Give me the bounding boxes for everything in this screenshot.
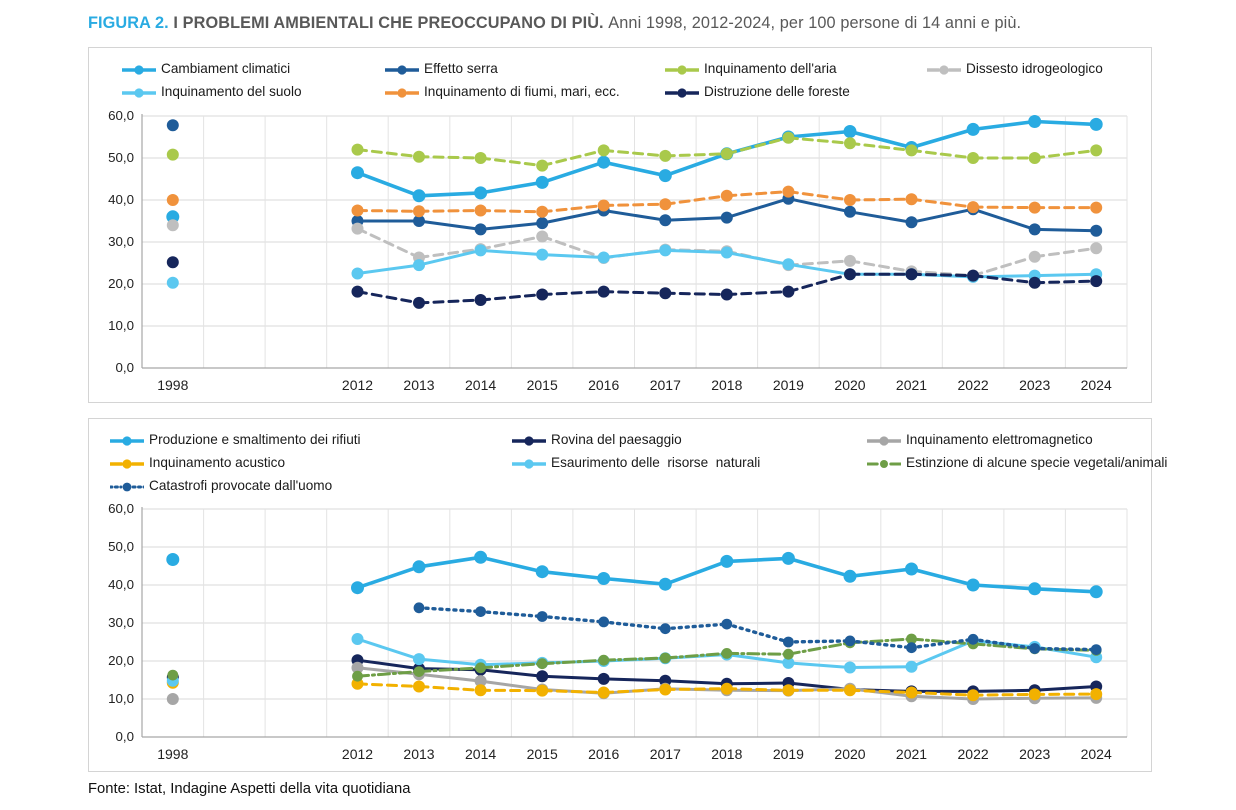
svg-text:2015: 2015 (527, 746, 558, 762)
svg-text:40,0: 40,0 (108, 577, 134, 592)
svg-text:2022: 2022 (958, 746, 989, 762)
svg-text:2019: 2019 (773, 377, 804, 393)
svg-text:2020: 2020 (834, 377, 865, 393)
svg-text:2013: 2013 (403, 746, 434, 762)
svg-text:2019: 2019 (773, 746, 804, 762)
svg-text:2015: 2015 (527, 377, 558, 393)
svg-text:2020: 2020 (834, 746, 865, 762)
svg-text:0,0: 0,0 (116, 729, 135, 744)
svg-text:2016: 2016 (588, 746, 619, 762)
svg-text:30,0: 30,0 (108, 234, 134, 249)
svg-text:2016: 2016 (588, 377, 619, 393)
svg-text:30,0: 30,0 (108, 615, 134, 630)
svg-text:10,0: 10,0 (108, 318, 134, 333)
svg-text:2022: 2022 (958, 377, 989, 393)
svg-text:2018: 2018 (711, 377, 742, 393)
svg-text:2012: 2012 (342, 746, 373, 762)
svg-text:60,0: 60,0 (108, 108, 134, 123)
svg-text:2023: 2023 (1019, 746, 1050, 762)
svg-text:2017: 2017 (650, 377, 681, 393)
svg-text:1998: 1998 (157, 746, 188, 762)
svg-text:2024: 2024 (1081, 377, 1112, 393)
svg-text:60,0: 60,0 (108, 501, 134, 516)
svg-text:20,0: 20,0 (108, 653, 134, 668)
svg-text:2021: 2021 (896, 746, 927, 762)
svg-text:2013: 2013 (403, 377, 434, 393)
svg-text:2018: 2018 (711, 746, 742, 762)
svg-text:2014: 2014 (465, 377, 496, 393)
svg-text:10,0: 10,0 (108, 691, 134, 706)
svg-text:0,0: 0,0 (116, 360, 135, 375)
svg-text:2023: 2023 (1019, 377, 1050, 393)
svg-text:50,0: 50,0 (108, 539, 134, 554)
svg-text:2021: 2021 (896, 377, 927, 393)
svg-text:2017: 2017 (650, 746, 681, 762)
svg-text:2014: 2014 (465, 746, 496, 762)
svg-text:1998: 1998 (157, 377, 188, 393)
svg-text:2012: 2012 (342, 377, 373, 393)
svg-text:2024: 2024 (1081, 746, 1112, 762)
svg-text:50,0: 50,0 (108, 150, 134, 165)
svg-text:20,0: 20,0 (108, 276, 134, 291)
svg-text:40,0: 40,0 (108, 192, 134, 207)
